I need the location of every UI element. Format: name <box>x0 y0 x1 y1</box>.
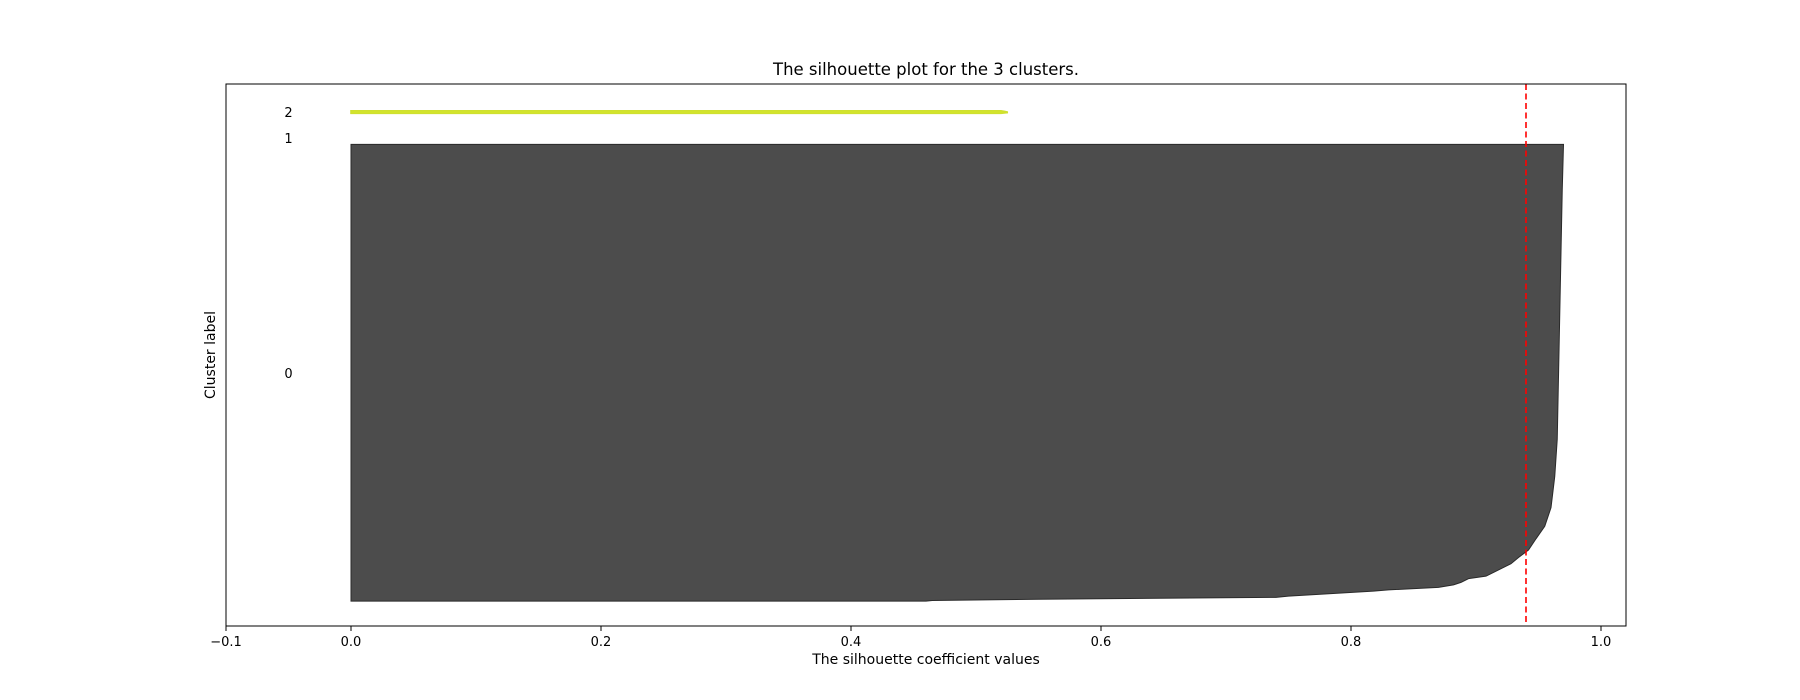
plot-frame <box>225 83 1627 627</box>
x-tick-label: 0.8 <box>1341 635 1362 650</box>
x-tick-label: 0.4 <box>841 635 862 650</box>
cluster-label-2: 2 <box>284 106 292 121</box>
cluster-label-0: 0 <box>284 367 292 382</box>
plot-area: 0 1 2 −0.1 0.0 0.2 0.4 0.6 0.8 1.0 <box>210 83 1627 650</box>
x-tick-label: −0.1 <box>210 635 242 650</box>
x-tick-label: 1.0 <box>1591 635 1612 650</box>
y-axis-title: Cluster label <box>203 311 219 399</box>
cluster-0-silhouette <box>350 143 1565 602</box>
cluster-label-1: 1 <box>284 132 292 147</box>
x-tick-label: 0.6 <box>1091 635 1112 650</box>
x-tick-label: 0.0 <box>341 635 362 650</box>
x-axis-title: The silhouette coefficient values <box>811 652 1040 668</box>
cluster-2-silhouette <box>350 109 1009 115</box>
x-tick-label: 0.2 <box>591 635 612 650</box>
chart-title: The silhouette plot for the 3 clusters. <box>772 60 1079 79</box>
